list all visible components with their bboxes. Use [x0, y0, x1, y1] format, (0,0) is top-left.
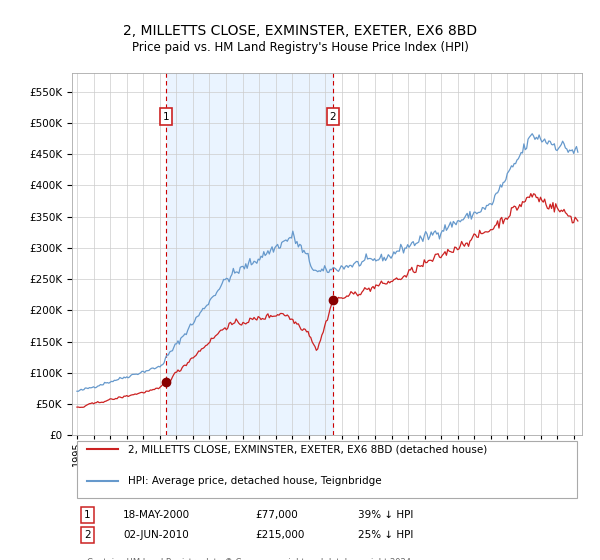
Text: 02-JUN-2010: 02-JUN-2010	[123, 530, 189, 540]
Text: 39% ↓ HPI: 39% ↓ HPI	[358, 510, 413, 520]
Text: Contains HM Land Registry data © Crown copyright and database right 2024.: Contains HM Land Registry data © Crown c…	[88, 558, 414, 560]
Text: £215,000: £215,000	[256, 530, 305, 540]
Text: 25% ↓ HPI: 25% ↓ HPI	[358, 530, 413, 540]
Text: 2: 2	[84, 530, 91, 540]
Text: 1: 1	[163, 111, 169, 122]
Text: 2, MILLETTS CLOSE, EXMINSTER, EXETER, EX6 8BD (detached house): 2, MILLETTS CLOSE, EXMINSTER, EXETER, EX…	[128, 444, 487, 454]
Text: 1: 1	[84, 510, 91, 520]
FancyBboxPatch shape	[77, 441, 577, 498]
Text: £77,000: £77,000	[256, 510, 298, 520]
Text: 2, MILLETTS CLOSE, EXMINSTER, EXETER, EX6 8BD: 2, MILLETTS CLOSE, EXMINSTER, EXETER, EX…	[123, 24, 477, 38]
Text: 2: 2	[329, 111, 336, 122]
Text: 18-MAY-2000: 18-MAY-2000	[123, 510, 190, 520]
Text: HPI: Average price, detached house, Teignbridge: HPI: Average price, detached house, Teig…	[128, 476, 382, 486]
Text: Price paid vs. HM Land Registry's House Price Index (HPI): Price paid vs. HM Land Registry's House …	[131, 41, 469, 54]
